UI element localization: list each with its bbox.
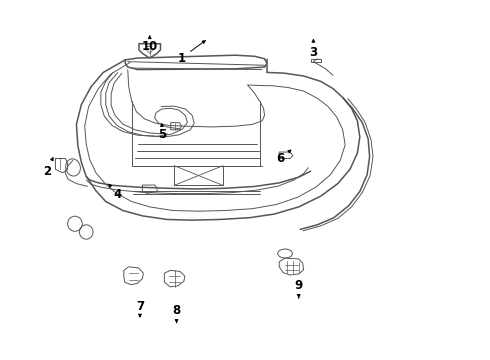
Text: 10: 10 xyxy=(142,36,158,53)
Text: 4: 4 xyxy=(109,184,122,201)
Text: 7: 7 xyxy=(136,300,144,317)
Text: 3: 3 xyxy=(309,40,318,59)
Text: 5: 5 xyxy=(158,124,166,141)
Text: 8: 8 xyxy=(172,305,181,323)
Text: 2: 2 xyxy=(43,158,53,177)
Text: 1: 1 xyxy=(177,41,205,64)
Text: 6: 6 xyxy=(276,150,291,165)
Text: 9: 9 xyxy=(294,279,303,298)
